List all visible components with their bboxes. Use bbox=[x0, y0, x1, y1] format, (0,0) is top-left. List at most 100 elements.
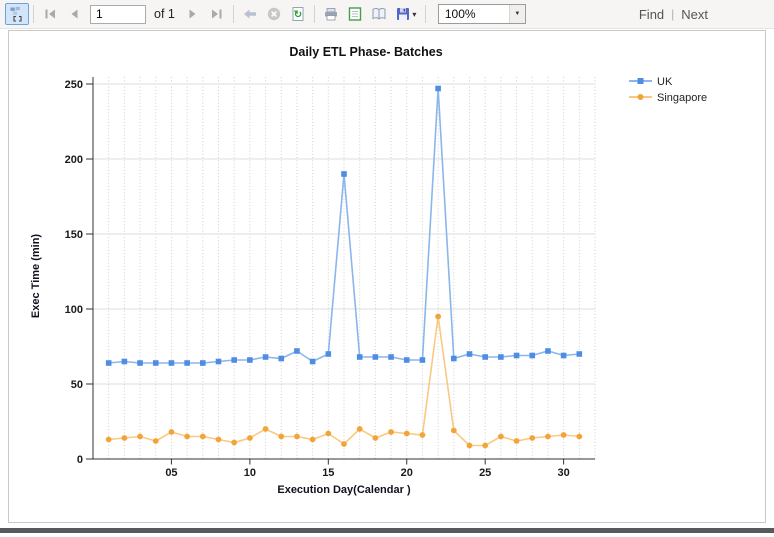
refresh-icon: ↻ bbox=[292, 7, 304, 21]
data-point-singapore bbox=[513, 438, 520, 444]
next-page-button[interactable] bbox=[181, 3, 205, 25]
first-page-button[interactable] bbox=[38, 3, 62, 25]
data-point-singapore bbox=[497, 433, 504, 440]
toolbar-separator bbox=[424, 5, 426, 23]
data-point-uk bbox=[560, 352, 567, 359]
print-icon bbox=[324, 8, 337, 21]
data-point-uk bbox=[372, 354, 379, 360]
print-button[interactable] bbox=[319, 3, 343, 25]
x-tick-label: 15 bbox=[322, 467, 334, 479]
stop-icon bbox=[267, 7, 281, 21]
data-point-singapore bbox=[325, 430, 332, 437]
y-tick-label: 50 bbox=[71, 379, 83, 391]
data-point-singapore bbox=[356, 426, 363, 432]
data-point-uk bbox=[137, 360, 143, 366]
page-number-input[interactable] bbox=[90, 4, 146, 24]
page-count-label: of 1 bbox=[154, 7, 175, 21]
data-point-uk bbox=[419, 357, 426, 363]
last-page-button[interactable] bbox=[205, 3, 229, 25]
refresh-button[interactable]: ↻ bbox=[286, 3, 310, 25]
data-point-singapore bbox=[419, 432, 426, 438]
print-layout-icon bbox=[348, 7, 362, 21]
zoom-value: 100% bbox=[444, 7, 476, 21]
previous-page-button[interactable] bbox=[62, 3, 86, 25]
data-point-singapore bbox=[262, 426, 269, 432]
data-point-singapore bbox=[137, 433, 143, 440]
data-point-uk bbox=[105, 360, 112, 366]
data-point-uk bbox=[262, 354, 269, 360]
y-tick-label: 100 bbox=[65, 304, 83, 316]
data-point-uk bbox=[388, 354, 394, 360]
data-point-uk bbox=[278, 355, 285, 362]
x-tick-label: 05 bbox=[165, 467, 177, 479]
svg-text:↻: ↻ bbox=[294, 10, 302, 21]
data-point-singapore bbox=[246, 435, 253, 441]
next-link[interactable]: Next bbox=[681, 6, 709, 22]
find-link[interactable]: Find bbox=[638, 6, 665, 22]
window-bottom-edge bbox=[0, 528, 774, 533]
zoom-select[interactable]: 100% ▼ bbox=[437, 4, 526, 24]
document-map-toggle-button[interactable] bbox=[5, 3, 29, 25]
legend-label-singapore: Singapore bbox=[657, 92, 707, 104]
data-point-uk bbox=[466, 351, 473, 357]
report-toolbar: of 1 ↻ bbox=[0, 0, 774, 29]
data-point-uk bbox=[341, 171, 347, 177]
data-point-singapore bbox=[121, 435, 128, 441]
data-point-uk bbox=[200, 360, 206, 366]
next-page-icon bbox=[189, 9, 196, 19]
data-point-singapore bbox=[403, 430, 410, 437]
previous-page-icon bbox=[71, 9, 78, 19]
data-point-uk bbox=[545, 348, 551, 354]
data-point-uk bbox=[247, 357, 253, 363]
data-point-uk bbox=[513, 352, 520, 359]
y-axis-title: Exec Time (min) bbox=[30, 234, 42, 318]
first-page-icon bbox=[45, 9, 55, 19]
chart-title: Daily ETL Phase- Batches bbox=[289, 45, 442, 59]
legend-label-uk: UK bbox=[657, 76, 673, 88]
data-point-uk bbox=[325, 351, 332, 357]
data-point-singapore bbox=[341, 441, 347, 447]
export-save-button[interactable]: ▾ bbox=[391, 3, 421, 25]
last-page-icon bbox=[211, 9, 222, 19]
data-point-singapore bbox=[435, 313, 442, 320]
x-tick-label: 20 bbox=[401, 467, 413, 479]
data-point-singapore bbox=[466, 442, 473, 449]
document-map-icon bbox=[10, 6, 22, 22]
data-point-uk bbox=[403, 357, 410, 363]
report-page: 0 50 100 150 200 250 05 10 15 20 25 30 Daily ETL Pha… bbox=[8, 30, 766, 523]
data-point-uk bbox=[152, 360, 159, 366]
x-tick-label: 30 bbox=[558, 467, 570, 479]
data-point-uk bbox=[309, 358, 316, 365]
data-point-singapore bbox=[450, 427, 457, 434]
back-to-parent-button[interactable] bbox=[238, 3, 262, 25]
data-point-singapore bbox=[294, 433, 300, 440]
save-floppy-icon bbox=[397, 8, 410, 20]
stop-rendering-button[interactable] bbox=[262, 3, 286, 25]
series-line-uk bbox=[108, 88, 580, 364]
y-tick-label: 200 bbox=[65, 154, 83, 166]
x-tick-label: 25 bbox=[479, 467, 491, 479]
data-point-singapore bbox=[215, 436, 222, 443]
data-point-uk bbox=[529, 352, 536, 359]
toolbar-separator bbox=[33, 5, 34, 23]
data-point-singapore bbox=[529, 435, 536, 441]
data-point-singapore bbox=[184, 433, 191, 440]
back-arrow-icon bbox=[243, 9, 256, 19]
y-tick-label: 0 bbox=[77, 454, 83, 466]
zoom-dropdown-arrow-icon[interactable]: ▼ bbox=[508, 5, 525, 23]
etl-batches-line-chart: 0 50 100 150 200 250 05 10 15 20 25 30 Daily ETL Pha… bbox=[30, 45, 707, 496]
legend-marker-uk bbox=[637, 78, 644, 84]
find-text-input[interactable] bbox=[539, 5, 632, 23]
data-point-uk bbox=[121, 358, 128, 365]
legend-marker-singapore bbox=[637, 94, 644, 100]
data-point-uk bbox=[435, 85, 441, 92]
data-point-uk bbox=[168, 360, 175, 366]
data-point-uk bbox=[356, 354, 363, 360]
data-point-singapore bbox=[152, 438, 159, 444]
data-point-singapore bbox=[482, 442, 489, 449]
y-tick-label: 250 bbox=[65, 79, 83, 91]
page-setup-book-icon bbox=[372, 8, 386, 20]
page-setup-button[interactable] bbox=[367, 3, 391, 25]
print-layout-button[interactable] bbox=[343, 3, 367, 25]
data-point-singapore bbox=[168, 429, 175, 435]
